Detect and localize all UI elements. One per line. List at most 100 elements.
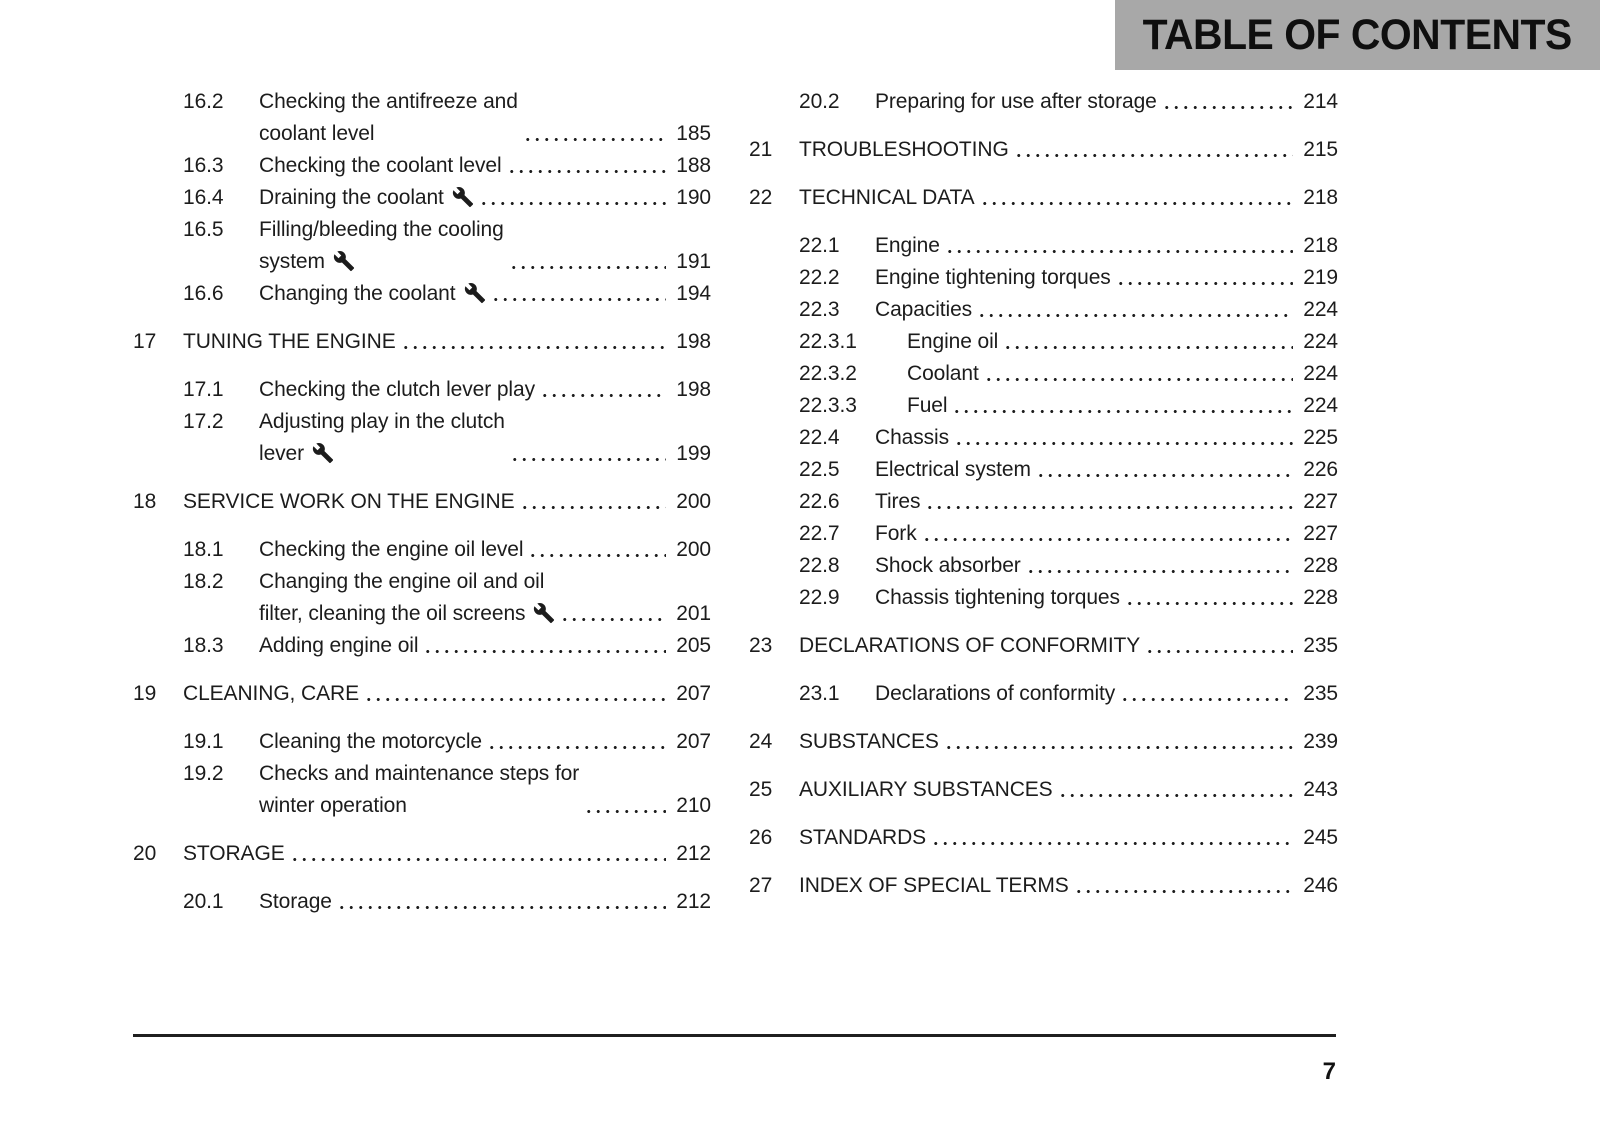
toc-entry-title: STORAGE: [183, 842, 285, 865]
toc-entry-page: 224: [1303, 394, 1338, 417]
toc-entry-title: Storage: [259, 890, 332, 913]
dotted-leader: [954, 441, 1294, 446]
dotted-leader: [1025, 569, 1294, 574]
toc-entry-number: 20.2: [799, 90, 840, 113]
toc-entry: 16.2 Checking the antifreeze and coolant l…: [133, 86, 711, 150]
dotted-leader: [1120, 697, 1294, 702]
dotted-leader: [983, 377, 1294, 382]
dotted-leader: [1035, 473, 1294, 478]
toc-entry-page: 224: [1303, 298, 1338, 321]
wrench-icon: [452, 187, 473, 208]
dotted-leader: [560, 617, 667, 622]
toc-entry-page: 228: [1303, 554, 1338, 577]
dotted-leader: [944, 249, 1294, 254]
toc-entry-number: 17.2: [183, 410, 224, 433]
toc-entry-number: 19.2: [183, 762, 224, 785]
toc-entry-page: 212: [676, 842, 711, 865]
toc-entry-title: SUBSTANCES: [799, 730, 939, 753]
toc-entry-number: 22.6: [799, 490, 840, 513]
toc-entry: 16.5 Filling/bleeding the cooling system 1…: [133, 214, 711, 278]
dotted-leader: [925, 505, 1294, 510]
toc-entry: 18.1 Checking the engine oil level 200: [133, 534, 711, 566]
toc-entry-title: TUNING THE ENGINE: [183, 330, 396, 353]
dotted-leader: [931, 841, 1294, 846]
toc-entry-number: 20: [133, 842, 157, 865]
dotted-leader: [1073, 889, 1294, 894]
toc-entry: 17.2 Adjusting play in the clutch lever 19…: [133, 406, 711, 470]
toc-entry-page: 200: [676, 538, 711, 561]
toc-entry-page: 243: [1303, 778, 1338, 801]
toc-entry-number: 18.2: [183, 570, 224, 593]
dotted-leader: [519, 505, 667, 510]
toc-entry: 19 CLEANING, CARE 207: [133, 678, 711, 710]
toc-entry-page: 200: [676, 490, 711, 513]
dotted-leader: [977, 313, 1294, 318]
toc-entry: 23.1 Declarations of conformity 235: [749, 678, 1338, 710]
toc-entry-number: 22.1: [799, 234, 840, 257]
toc-entry-page: 207: [676, 682, 711, 705]
toc-entry-title: Checking the antifreeze and coolant level: [259, 90, 518, 145]
toc-entry: 22.4 Chassis 225: [749, 422, 1338, 454]
toc-entry-page: 227: [1303, 522, 1338, 545]
toc-entry: 18.3 Adding engine oil 205: [133, 630, 711, 662]
toc-entry: 22.3.1 Engine oil 224: [749, 326, 1338, 358]
toc-entry-title: Coolant: [907, 362, 979, 385]
toc-entry: 19.1 Cleaning the motorcycle 207: [133, 726, 711, 758]
dotted-leader: [506, 169, 667, 174]
dotted-leader: [478, 201, 667, 206]
toc-column-1: 16.2 Checking the antifreeze and coolant l…: [133, 86, 711, 918]
toc-entry-number: 22.9: [799, 586, 840, 609]
toc-entry-number: 22.8: [799, 554, 840, 577]
toc-entry-title: Tires: [875, 490, 921, 513]
toc-entry-title: Chassis: [875, 426, 949, 449]
toc-entry-page: 218: [1303, 186, 1338, 209]
page-title: TABLE OF CONTENTS: [1142, 10, 1573, 59]
toc-entry: 23 DECLARATIONS OF CONFORMITY 235: [749, 630, 1338, 662]
toc-entry-title: Fork: [875, 522, 917, 545]
toc-entry: 18 SERVICE WORK ON THE ENGINE 200: [133, 486, 711, 518]
dotted-leader: [400, 345, 667, 350]
toc-entry-page: 224: [1303, 362, 1338, 385]
dotted-leader: [1003, 345, 1294, 350]
dotted-leader: [486, 745, 667, 750]
toc-entry-number: 22.3.1: [799, 330, 857, 353]
toc-entry-title: Changing the coolant: [259, 278, 486, 310]
toc-entry-number: 22.5: [799, 458, 840, 481]
toc-entry: 19.2 Checks and maintenance steps for wint…: [133, 758, 711, 822]
toc-entry: 16.4 Draining the coolant 190: [133, 182, 711, 214]
toc-entry-page: 215: [1303, 138, 1338, 161]
toc-entry-number: 22.3.2: [799, 362, 857, 385]
footer-page-number: 7: [1322, 1058, 1336, 1085]
toc-entry: 16.6 Changing the coolant 194: [133, 278, 711, 310]
dotted-leader: [1145, 649, 1294, 654]
toc-entry-title: Checking the clutch lever play: [259, 378, 535, 401]
toc-entry-page: 190: [676, 186, 711, 209]
toc-entry-title: Checking the coolant level: [259, 154, 502, 177]
toc-entry-title: TECHNICAL DATA: [799, 186, 975, 209]
dotted-leader: [1013, 153, 1294, 158]
toc-entry-number: 23: [749, 634, 773, 657]
footer-rule: [133, 1034, 1336, 1037]
toc-entry-number: 27: [749, 874, 773, 897]
toc-entry-title: Capacities: [875, 298, 973, 321]
toc-entry-title: CLEANING, CARE: [183, 682, 359, 705]
toc-entry-title: Cleaning the motorcycle: [259, 730, 482, 753]
toc-entry-title: Draining the coolant: [259, 182, 474, 214]
wrench-icon: [534, 603, 555, 624]
toc-entry: 22.1 Engine 218: [749, 230, 1338, 262]
toc-column-2: 20.2 Preparing for use after storage 214 21…: [749, 86, 1338, 918]
toc-entry-page: 198: [676, 330, 711, 353]
toc-entry-number: 22.4: [799, 426, 840, 449]
toc-entry-page: 185: [676, 122, 711, 145]
dotted-leader: [943, 745, 1294, 750]
toc-entry: 20.1 Storage 212: [133, 886, 711, 918]
toc-entry-number: 24: [749, 730, 773, 753]
toc-entry: 22.6 Tires 227: [749, 486, 1338, 518]
toc-entry-number: 17.1: [183, 378, 224, 401]
toc-entry-title: Checks and maintenance steps for winter o…: [259, 762, 580, 817]
dotted-leader: [423, 649, 667, 654]
toc-entry-page: 205: [676, 634, 711, 657]
dotted-leader: [363, 697, 667, 702]
toc-entry-title: Declarations of conformity: [875, 682, 1116, 705]
toc-entry-number: 18: [133, 490, 157, 513]
